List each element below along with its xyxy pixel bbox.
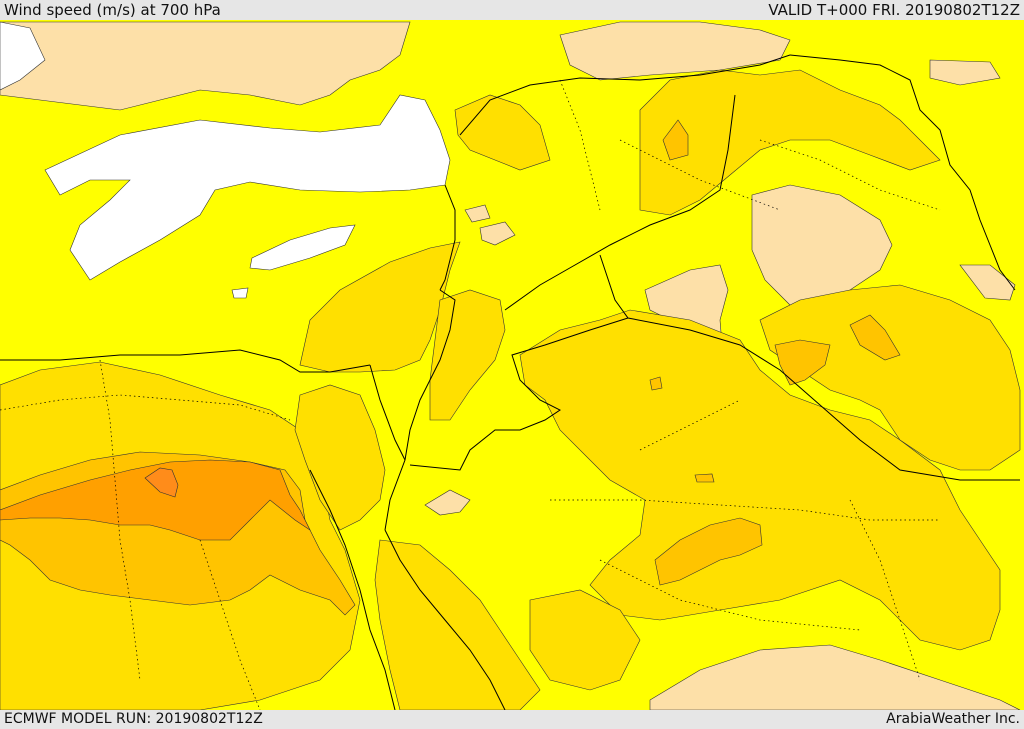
gold-region-sinai [294,384,386,531]
model-run-label: ECMWF MODEL RUN: 20190802T12Z [4,711,263,727]
valid-time: VALID T+000 FRI. 20190802T12Z [768,1,1020,19]
dotted-boundary-2 [99,359,141,681]
coast-levant [439,184,456,291]
calm-region-aegean [0,21,46,91]
footer-bar: ECMWF MODEL RUN: 20190802T12Z ArabiaWeat… [0,710,1024,729]
strongest-wind-regions [0,459,311,541]
calm-region-mediterranean [44,94,451,281]
tan-region-northeast [559,21,791,81]
amber-region-saudi-small [694,473,715,483]
border-israel [384,289,456,531]
coast-red-sea [384,529,506,710]
gold-region-east [759,284,1021,471]
tan-region-iran-top [929,59,1001,86]
header-bar: Wind speed (m/s) at 700 hPa VALID T+000 … [0,0,1024,20]
tan-region-iraq [751,184,893,306]
calm-regions [0,21,451,299]
tan-region-small-sinai [424,489,471,516]
gold-region-levant [299,241,461,373]
coast-gulf-suez [309,469,396,710]
gold-region-jordan-valley [429,289,506,421]
wind-speed-map [0,20,1024,710]
dotted-boundary-1 [0,394,291,421]
calm-region-east-med-small [249,224,356,271]
calm-region-islet [231,287,249,299]
amber-region-north [662,119,689,161]
gold-region-saudi-south [529,589,641,691]
border-jordan-saudi [409,317,629,471]
borders [0,54,1020,710]
amber-region-iraq-1 [774,339,831,386]
orange-region-egypt [0,459,311,541]
tan-region-lebanon [479,221,516,246]
amber-region-iraq-2 [849,314,901,361]
border-syria-iraq [504,94,736,311]
dotted-boundary-7 [759,139,941,211]
gold-region-red-sea [374,539,541,710]
tan-region-syria-small [464,204,491,223]
border-jordan-iraq [599,254,1020,481]
credit-label: ArabiaWeather Inc. [886,711,1020,727]
border-egypt-israel [369,364,406,461]
coast-egypt [0,349,371,373]
tan-region-turkey [0,21,411,111]
gold-region-desert [519,309,1001,651]
border-iraq-iran [789,54,1016,291]
tan-region-gulf [959,264,1016,301]
admin-boundaries [0,79,941,710]
dotted-boundary-8 [199,539,261,710]
map-title: Wind speed (m/s) at 700 hPa [4,1,221,19]
tan-region-bottom-right [649,644,1021,710]
amber-region-saudi [654,517,763,586]
border-turkey-syria [459,54,791,136]
amber-region-jordan [649,376,663,391]
dotted-boundary-6 [599,559,861,631]
dark-orange-core [144,467,179,498]
gold-region-iraq-north [639,69,941,216]
